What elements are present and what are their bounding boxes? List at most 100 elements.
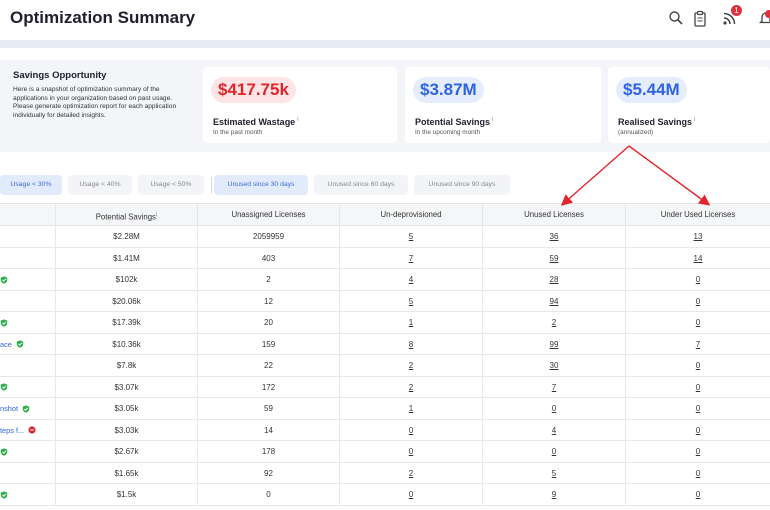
cell-unused-licenses[interactable]: 7 (483, 376, 626, 398)
table-row[interactable]: $1.65k 92 2 5 0 (0, 462, 770, 484)
table-row[interactable]: $20.06k 12 5 94 0 (0, 290, 770, 312)
search-icon[interactable] (668, 10, 686, 28)
filter-unused-30-days[interactable]: Unused since 30 days (214, 175, 308, 195)
license-count-link[interactable]: 7 (408, 253, 414, 263)
cell-unused-licenses[interactable]: 9 (483, 484, 626, 505)
cell-under-used-licenses[interactable]: 0 (626, 441, 770, 462)
application-name[interactable]: nshot (0, 404, 19, 413)
column-header-potential-savings[interactable]: Potential Savingsi (56, 204, 198, 226)
license-count-link[interactable]: 36 (549, 232, 559, 241)
rss-icon[interactable]: 1 (722, 5, 742, 28)
cell-under-used-licenses[interactable]: 0 (626, 269, 770, 290)
cell-undeprovisioned[interactable]: 0 (340, 441, 483, 462)
application-name[interactable]: teps f... (0, 425, 25, 435)
cell-unused-licenses[interactable]: 2 (483, 312, 626, 333)
cell-undeprovisioned[interactable]: 2 (340, 355, 483, 376)
table-row[interactable]: nshot $3.05k 59 1 0 0 (0, 398, 770, 420)
license-count-link[interactable]: 2 (408, 361, 414, 370)
cell-unused-licenses[interactable]: 0 (483, 441, 626, 462)
cell-under-used-licenses[interactable]: 0 (626, 377, 770, 398)
cell-under-used-licenses[interactable]: 14 (626, 248, 770, 269)
license-count-link[interactable]: 7 (551, 382, 557, 392)
bell-icon[interactable] (758, 10, 770, 28)
cell-under-used-licenses[interactable]: 0 (626, 291, 770, 312)
column-header-unused-licenses[interactable]: Unused Licenses (483, 204, 626, 226)
license-count-link[interactable]: 8 (408, 339, 414, 349)
license-count-link[interactable]: 0 (408, 425, 414, 435)
cell-undeprovisioned[interactable]: 0 (340, 484, 483, 505)
cell-unused-licenses[interactable]: 28 (483, 269, 626, 290)
column-header-unassigned-licenses[interactable]: Unassigned Licenses (198, 204, 340, 226)
license-count-link[interactable]: 0 (695, 296, 701, 306)
license-count-link[interactable]: 7 (695, 339, 701, 349)
table-row[interactable]: $1.5k 0 0 9 0 (0, 484, 770, 506)
cell-undeprovisioned[interactable]: 1 (340, 398, 483, 419)
info-icon[interactable]: i (492, 117, 494, 123)
license-count-link[interactable]: 0 (408, 447, 414, 456)
license-count-link[interactable]: 59 (549, 253, 559, 263)
cell-under-used-licenses[interactable]: 0 (626, 398, 770, 419)
license-count-link[interactable]: 0 (695, 382, 701, 392)
cell-under-used-licenses[interactable]: 0 (626, 312, 770, 333)
filter-unused-90-days[interactable]: Unused since 90 days (414, 175, 510, 195)
license-count-link[interactable]: 9 (551, 490, 557, 499)
cell-undeprovisioned[interactable]: 2 (340, 462, 483, 484)
table-row[interactable]: $1.41M 403 7 59 14 (0, 247, 770, 269)
license-count-link[interactable]: 4 (408, 275, 414, 284)
license-count-link[interactable]: 0 (551, 404, 557, 413)
license-count-link[interactable]: 0 (695, 275, 701, 284)
application-name[interactable]: ace (0, 339, 12, 349)
info-icon[interactable]: i (694, 117, 696, 123)
license-count-link[interactable]: 0 (695, 425, 701, 435)
cell-undeprovisioned[interactable]: 4 (340, 269, 483, 290)
license-count-link[interactable]: 0 (695, 490, 701, 499)
license-count-link[interactable]: 1 (408, 404, 414, 413)
license-count-link[interactable]: 1 (408, 318, 414, 327)
cell-under-used-licenses[interactable]: 0 (626, 463, 770, 484)
license-count-link[interactable]: 0 (695, 318, 701, 327)
table-row[interactable]: $2.67k 178 0 0 0 (0, 441, 770, 463)
cell-undeprovisioned[interactable]: 8 (340, 333, 483, 355)
table-row[interactable]: $2.28M 2059959 5 36 13 (0, 226, 770, 248)
cell-undeprovisioned[interactable]: 1 (340, 312, 483, 333)
license-count-link[interactable]: 13 (693, 232, 703, 241)
cell-unused-licenses[interactable]: 99 (483, 333, 626, 355)
table-row[interactable]: $7.8k 22 2 30 0 (0, 355, 770, 377)
cell-under-used-licenses[interactable]: 7 (626, 334, 770, 355)
table-row[interactable]: $17.39k 20 1 2 0 (0, 312, 770, 334)
table-row[interactable]: teps f... $3.03k 14 0 4 0 (0, 419, 770, 441)
license-count-link[interactable]: 2 (408, 468, 414, 478)
cell-under-used-licenses[interactable]: 13 (626, 226, 770, 247)
cell-unused-licenses[interactable]: 94 (483, 290, 626, 312)
filter-usage-30[interactable]: Usage < 30% (0, 175, 62, 195)
column-header-undeprovisioned[interactable]: Un-deprovisioned (340, 204, 483, 226)
license-count-link[interactable]: 5 (551, 468, 557, 478)
license-count-link[interactable]: 5 (408, 296, 414, 306)
license-count-link[interactable]: 94 (549, 296, 559, 306)
clipboard-icon[interactable] (692, 10, 710, 28)
license-count-link[interactable]: 0 (551, 447, 557, 456)
license-count-link[interactable]: 5 (408, 232, 414, 241)
license-count-link[interactable]: 0 (695, 468, 701, 478)
license-count-link[interactable]: 14 (693, 253, 703, 263)
license-count-link[interactable]: 0 (408, 490, 414, 499)
license-count-link[interactable]: 2 (551, 318, 557, 327)
cell-unused-licenses[interactable]: 36 (483, 226, 626, 247)
cell-under-used-licenses[interactable]: 0 (626, 420, 770, 441)
info-icon[interactable]: i (297, 117, 299, 123)
cell-undeprovisioned[interactable]: 5 (340, 290, 483, 312)
license-count-link[interactable]: 2 (408, 382, 414, 392)
license-count-link[interactable]: 99 (549, 339, 559, 349)
table-row[interactable]: $3.07k 172 2 7 0 (0, 376, 770, 398)
cell-under-used-licenses[interactable]: 0 (626, 355, 770, 376)
license-count-link[interactable]: 4 (551, 425, 557, 435)
license-count-link[interactable]: 28 (549, 275, 559, 284)
cell-unused-licenses[interactable]: 0 (483, 398, 626, 419)
cell-undeprovisioned[interactable]: 7 (340, 247, 483, 269)
filter-usage-50[interactable]: Usage < 50% (138, 175, 204, 195)
table-row[interactable]: ace $10.36k 159 8 99 7 (0, 333, 770, 355)
cell-undeprovisioned[interactable]: 0 (340, 419, 483, 441)
cell-undeprovisioned[interactable]: 2 (340, 376, 483, 398)
filter-usage-40[interactable]: Usage < 40% (68, 175, 132, 195)
column-header-under-used-licenses[interactable]: Under Used Licenses (660, 210, 736, 219)
